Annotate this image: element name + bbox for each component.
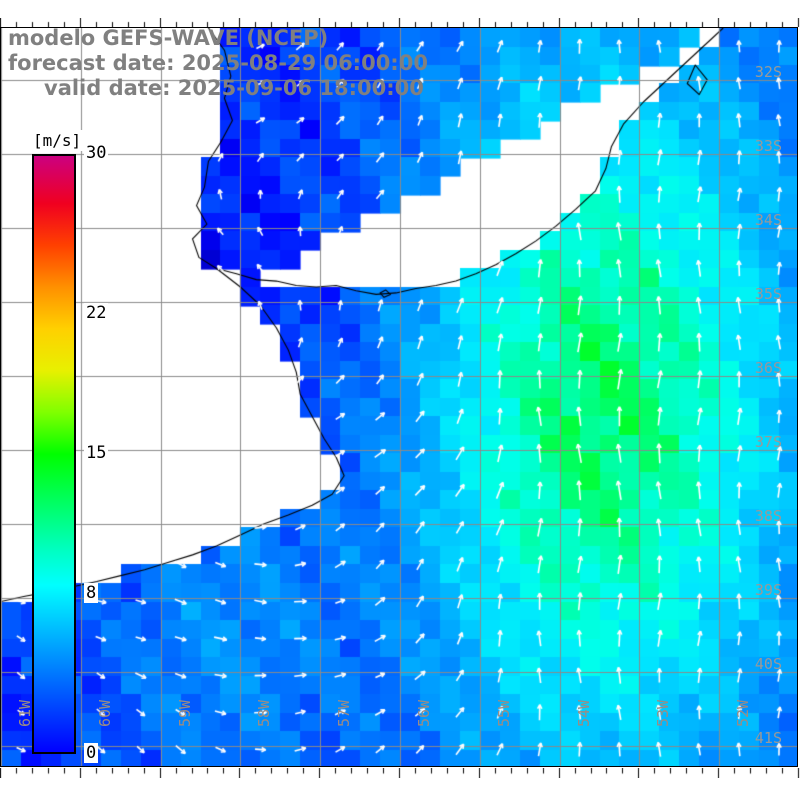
lon-label-59W: 59W (175, 699, 194, 727)
lon-label-58W: 58W (255, 699, 274, 727)
lat-label-40S: 40S (754, 654, 782, 673)
colorbar-tick-8: 8 (84, 583, 99, 603)
lon-label-56W: 56W (415, 699, 433, 727)
bottom-axis-ticks (0, 768, 800, 778)
lat-label-38S: 38S (754, 506, 782, 525)
wind-direction-arrows (1, 28, 797, 766)
lon-label-52W: 52W (734, 699, 753, 727)
colorbar: [m/s] 30 22 15 8 0 (14, 130, 124, 775)
lat-label-37S: 37S (754, 432, 782, 451)
lon-label-60W: 60W (95, 699, 114, 727)
lat-label-33S: 33S (754, 136, 782, 155)
lat-label-41S: 41S (754, 728, 782, 747)
colorbar-tick-15: 15 (84, 443, 109, 463)
colorbar-gradient (32, 154, 76, 754)
colorbar-unit-label: [m/s] (30, 130, 85, 151)
colorbar-tick-0: 0 (84, 743, 99, 763)
lat-label-35S: 35S (754, 284, 782, 303)
top-axis-ticks (0, 18, 800, 27)
lat-label-32S: 32S (754, 62, 782, 81)
lon-label-61W: 61W (16, 699, 34, 727)
lat-label-34S: 34S (754, 210, 782, 229)
lat-label-39S: 39S (754, 580, 782, 599)
lon-label-57W: 57W (335, 699, 354, 727)
colorbar-tick-22: 22 (84, 303, 109, 323)
lat-label-36S: 36S (754, 358, 782, 377)
map-plot-area (0, 27, 798, 767)
lon-label-54W: 54W (574, 699, 593, 727)
lon-label-53W: 53W (654, 699, 673, 727)
colorbar-tick-30: 30 (84, 143, 109, 163)
lon-label-55W: 55W (494, 699, 513, 727)
